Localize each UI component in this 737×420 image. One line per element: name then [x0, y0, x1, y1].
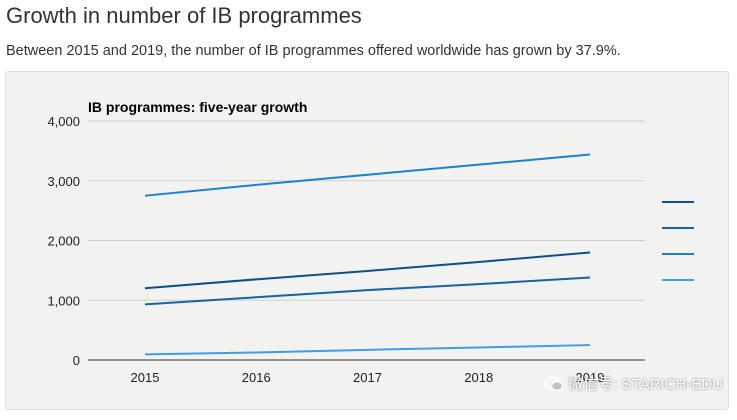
- wechat-icon: [544, 376, 564, 391]
- y-tick-label: 2,000: [47, 234, 80, 249]
- watermark: 微信号: STARICH-EDU: [544, 373, 723, 394]
- page-subtitle: Between 2015 and 2019, the number of IB …: [6, 43, 621, 59]
- page-title: Growth in number of IB programmes: [6, 3, 362, 28]
- x-tick-label: 2017: [353, 370, 382, 385]
- series-line-3: [144, 153, 591, 197]
- series-line-2: [144, 276, 591, 306]
- x-tick-label: 2016: [242, 370, 271, 385]
- watermark-text: 微信号: STARICH-EDU: [568, 376, 723, 393]
- x-tick-label: 2015: [131, 370, 160, 385]
- y-tick-label: 1,000: [47, 293, 80, 308]
- y-tick-label: 3,000: [47, 174, 80, 189]
- chart-title: IB programmes: five-year growth: [88, 99, 307, 115]
- series-line-1: [144, 251, 591, 290]
- series-line-4: [144, 344, 591, 356]
- y-tick-label: 4,000: [47, 114, 80, 129]
- x-tick-label: 2018: [464, 370, 493, 385]
- y-tick-label: 0: [73, 353, 80, 368]
- x-tick-label: 2019: [576, 370, 605, 385]
